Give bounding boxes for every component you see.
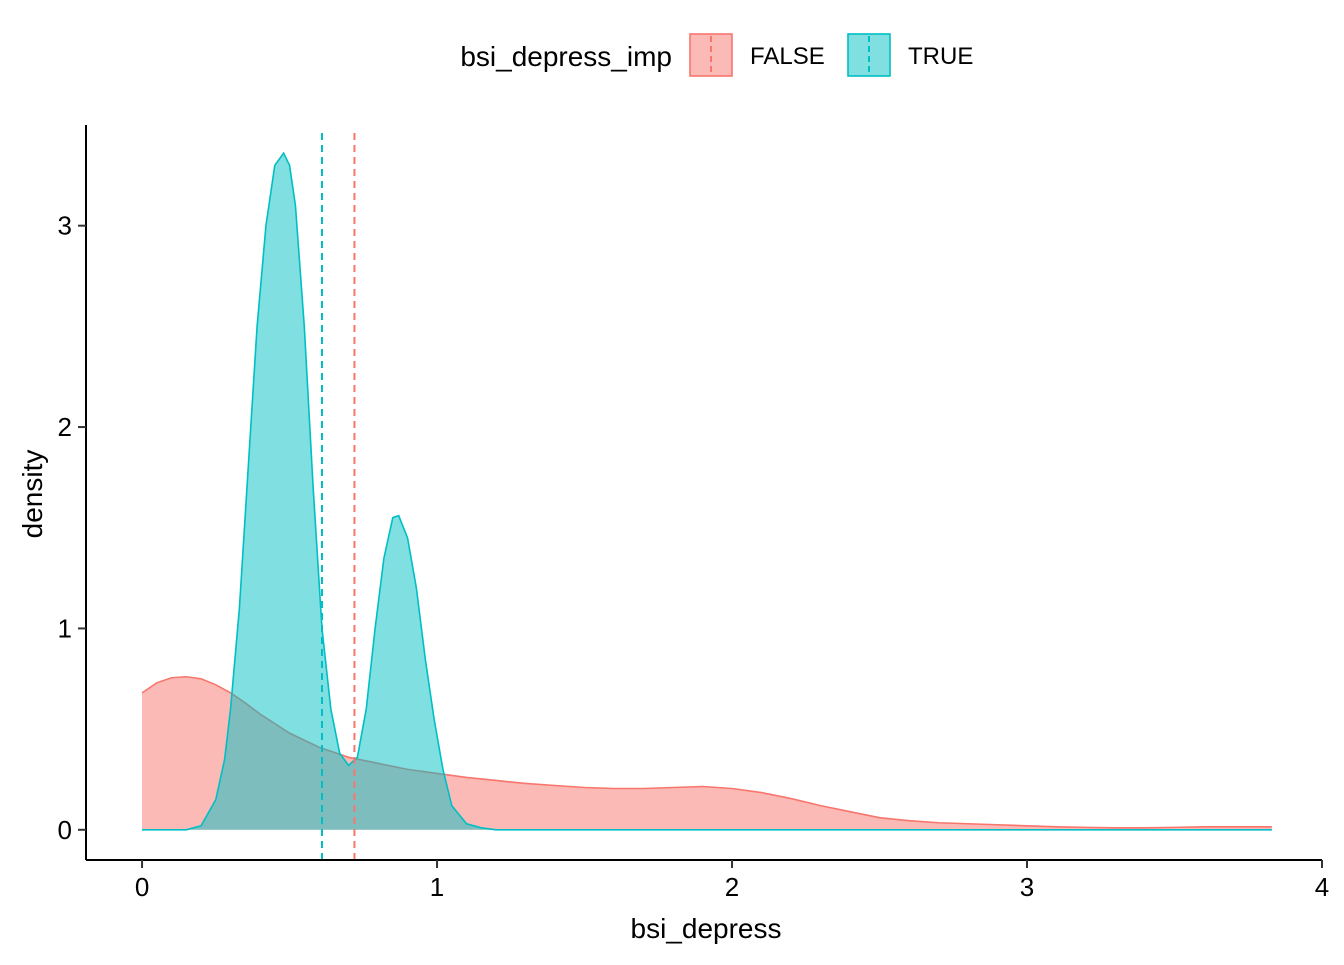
axes: 0 1 2 3 4 0 1 2 3	[58, 125, 1329, 902]
y-axis-title: density	[17, 450, 48, 539]
x-tick-label: 0	[135, 872, 149, 902]
y-tick-label: 1	[58, 613, 72, 643]
y-tick-label: 0	[58, 815, 72, 845]
legend-label-false: FALSE	[750, 43, 825, 70]
legend-key-false: FALSE	[689, 33, 825, 77]
x-axis-title: bsi_depress	[631, 913, 782, 944]
density-area-true	[142, 153, 1272, 830]
y-tick-label: 2	[58, 412, 72, 442]
x-tick-label: 1	[430, 872, 444, 902]
legend-key-true: TRUE	[847, 33, 973, 77]
y-tick-label: 3	[58, 211, 72, 241]
x-tick-label: 3	[1020, 872, 1034, 902]
mean-lines	[320, 133, 356, 860]
x-tick-label: 4	[1315, 872, 1329, 902]
legend-title: bsi_depress_imp	[460, 41, 672, 72]
x-tick-label: 2	[725, 872, 739, 902]
density-areas	[141, 151, 1272, 831]
legend-label-true: TRUE	[908, 43, 973, 70]
legend: bsi_depress_imp FALSE TRUE	[460, 33, 973, 77]
density-line-true	[142, 151, 1272, 831]
